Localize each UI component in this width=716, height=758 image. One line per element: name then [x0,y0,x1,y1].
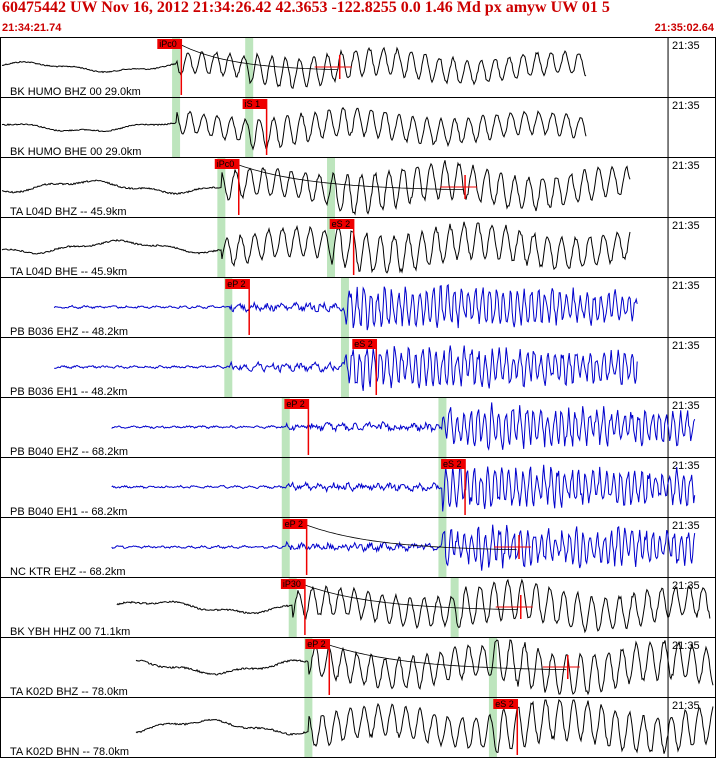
s-arrival-marker [340,338,349,397]
pick-label: iPc0 [159,39,177,49]
waveform [116,578,711,634]
pick-flag [329,219,354,229]
waveform [135,639,714,696]
minute-tick-label: 21:35 [672,100,700,112]
waveform [53,283,638,331]
coda-curve [181,44,338,70]
pick-label: eP 2 [285,519,303,529]
minute-tick-label: 21:35 [672,700,700,712]
coda-curve [306,524,517,551]
pick-label: eS 2 [495,699,514,709]
channel-label: BK YBH HHZ 00 71.1km [10,626,130,638]
waveform [111,402,696,451]
pick-label: iS 1 [245,99,261,109]
s-arrival-marker [327,218,336,277]
p-arrival-marker [224,338,233,397]
pick-flag [284,399,309,409]
pick-flag [493,699,518,709]
pick-flag [441,459,466,469]
coda-curve [329,644,567,671]
coda-curve [304,584,518,611]
pick-flag [352,339,377,349]
waveform [1,221,631,274]
pick-flag [242,99,267,109]
pick-label: eP 2 [227,279,245,289]
p-arrival-marker [217,218,226,277]
p-arrival-marker [288,578,297,637]
pick-flag [280,579,305,589]
minute-tick-label: 21:35 [672,280,700,292]
channel-label: TA L04D BHZ -- 45.9km [10,206,127,218]
waveform [1,160,631,216]
pick-label: eS 2 [443,459,462,469]
minute-tick-label: 21:35 [672,340,700,352]
pick-flag [305,639,330,649]
minute-tick-label: 21:35 [672,460,700,472]
waveform [1,46,587,89]
waveform [54,345,638,391]
coda-curve [238,164,464,191]
pick-flag [282,519,307,529]
s-arrival-marker [340,278,349,337]
minute-tick-label: 21:35 [672,160,700,172]
s-arrival-marker [438,458,447,517]
minute-tick-label: 21:35 [672,580,700,592]
s-arrival-marker [327,158,336,217]
minute-tick-label: 21:35 [672,400,700,412]
end-time: 21:35:02.64 [654,22,714,34]
channel-label: PB B036 EH1 -- 48.2km [10,386,127,398]
pick-label: eS 2 [332,219,351,229]
minute-tick-label: 21:35 [672,520,700,532]
s-arrival-marker [438,398,447,457]
pick-flag [214,159,239,169]
channel-label: BK HUMO BHE 00 29.0km [10,146,141,158]
channel-label: BK HUMO BHZ 00 29.0km [10,86,141,98]
pick-flag [157,39,182,49]
channel-label: TA K02D BHN -- 78.0km [10,746,129,758]
p-arrival-marker [281,518,290,577]
minute-tick-label: 21:35 [672,40,700,52]
waveform [135,698,714,754]
channel-label: PB B040 EH1 -- 68.2km [10,506,127,518]
waveform [111,464,696,512]
pick-label: eS 2 [354,339,373,349]
pick-label: iP30 [283,579,301,589]
p-arrival-marker [172,38,181,97]
p-arrival-marker [172,98,181,157]
pick-label: iPc0 [217,159,235,169]
pick-label: eP 2 [286,399,304,409]
channel-label: PB B040 EHZ -- 68.2km [10,446,128,458]
waveform [111,524,696,571]
s-arrival-marker [245,98,254,157]
start-time: 21:34:21.74 [2,22,62,34]
event-header: 60475442 UW Nov 16, 2012 21:34:26.42 42.… [2,0,610,16]
waveform [1,106,587,151]
channel-label: TA K02D BHZ -- 78.0km [10,686,128,698]
p-arrival-marker [224,278,233,337]
channel-label: PB B036 EHZ -- 48.2km [10,326,128,338]
minute-tick-label: 21:35 [672,220,700,232]
pick-flag [225,279,250,289]
channel-label: NC KTR EHZ -- 68.2km [10,566,126,578]
s-arrival-marker [245,38,254,97]
channel-label: TA L04D BHE -- 45.9km [10,266,127,278]
p-arrival-marker [281,398,290,457]
pick-label: eP 2 [307,639,325,649]
